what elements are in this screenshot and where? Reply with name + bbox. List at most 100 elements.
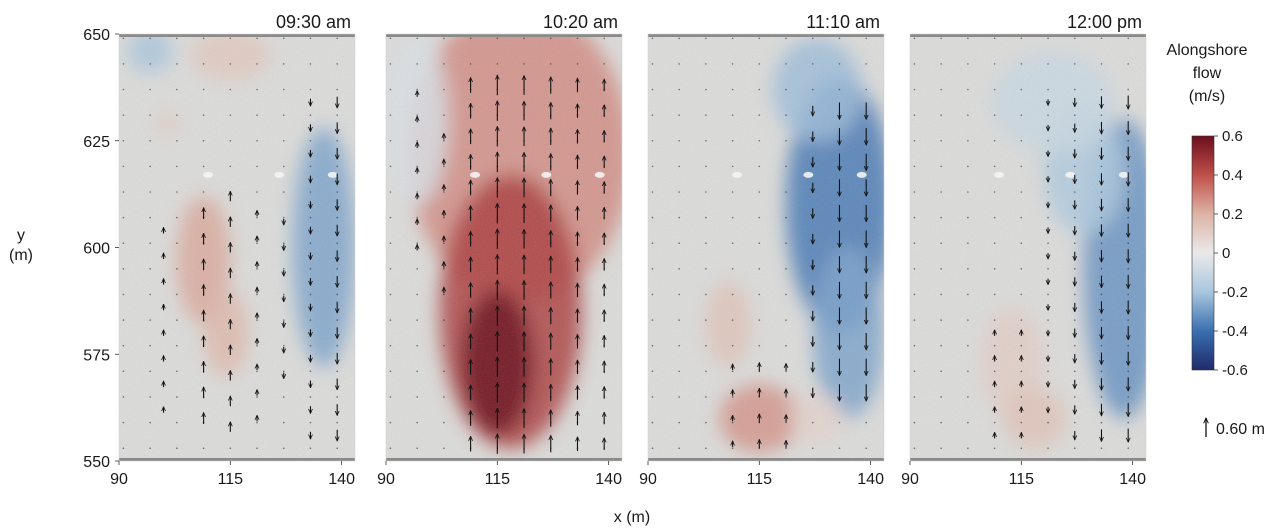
vector-dot [416, 344, 418, 347]
vector-dot [967, 63, 969, 65]
vector-dot [1127, 344, 1129, 347]
vector-dot [993, 114, 996, 116]
vector-dot [785, 114, 787, 116]
vector-dot [940, 216, 942, 219]
sensor-spot [541, 171, 552, 178]
sensor-spot [1118, 171, 1129, 178]
vector-dot [122, 421, 125, 424]
vector-dot [993, 293, 996, 296]
vector-dot [651, 396, 654, 398]
vector-dot [282, 370, 285, 373]
sensor-spot [203, 171, 214, 178]
panel-4: 12:00 pm 90 115 140 [901, 12, 1147, 488]
vector-dot [149, 114, 151, 116]
vector-dot [282, 63, 285, 65]
vector-dot [416, 268, 418, 270]
vector-dot [758, 242, 761, 245]
vector-dot [282, 421, 285, 424]
vector-dot [336, 396, 338, 398]
vector-dot [785, 370, 787, 373]
vector-dot [309, 319, 312, 321]
vector-dot [1100, 370, 1103, 373]
texture-overlay [910, 34, 1146, 461]
vector-dot [811, 63, 814, 65]
vector-dot [785, 396, 787, 398]
vector-dot [309, 37, 312, 40]
vector-dot [1047, 396, 1049, 398]
vector-dot [651, 165, 654, 168]
vector-dot [913, 191, 916, 193]
vector-dot [416, 370, 418, 373]
vector-dot [731, 63, 734, 65]
vector-dot [1047, 293, 1049, 296]
vector-dot [651, 216, 654, 219]
vector-dot [678, 139, 680, 142]
vector-dot [785, 319, 787, 321]
vector-dot [443, 139, 445, 142]
vector-dot [416, 216, 418, 219]
vector-dot [967, 114, 969, 116]
vector-dot [731, 268, 734, 270]
vector-dot [940, 139, 942, 142]
vector-dot [389, 447, 392, 449]
vector-dot [993, 447, 996, 449]
vector-dot [1020, 165, 1023, 168]
vector-dot [1100, 63, 1103, 65]
vector-dot [282, 293, 285, 296]
vector-dot [122, 216, 125, 219]
vector-dot [443, 37, 445, 40]
vector-dot [1100, 421, 1103, 424]
vector-dot [389, 114, 392, 116]
vector-dot [309, 370, 312, 373]
panel-title: 12:00 pm [1067, 12, 1142, 32]
vector-dot [1100, 216, 1103, 219]
vector-dot [1127, 37, 1129, 40]
vector-dot [1047, 191, 1049, 193]
vector-dot [705, 370, 707, 373]
vector-dot [811, 37, 814, 40]
vector-dot [576, 63, 579, 65]
vector-dot [309, 216, 312, 219]
y-tick-label: 600 [83, 241, 110, 258]
vector-dot [176, 268, 178, 270]
vector-dot [389, 319, 392, 321]
vector-dot [389, 242, 392, 245]
vector-dot [282, 139, 285, 142]
vector-dot [1047, 242, 1049, 245]
vector-dot [336, 344, 338, 347]
vector-dot [256, 216, 258, 219]
vector-dot [202, 88, 205, 91]
vector-dot [443, 165, 445, 168]
vector-dot [149, 370, 151, 373]
vector-dot [176, 344, 178, 347]
vector-dot [940, 242, 942, 245]
panel-title: 10:20 am [543, 12, 618, 32]
vector-dot [1127, 293, 1129, 296]
vector-dot [1100, 396, 1103, 398]
vector-dot [389, 216, 392, 219]
vector-dot [1020, 88, 1023, 91]
vector-dot [1073, 114, 1076, 116]
vector-dot [149, 191, 151, 193]
vector-dot [705, 268, 707, 270]
vector-dot [1127, 63, 1129, 65]
y-axis-label-line2: (m) [9, 247, 33, 264]
vector-dot [229, 63, 232, 65]
vector-dot [309, 88, 312, 91]
vector-dot [1047, 421, 1049, 424]
y-axis-label-line1: y [17, 227, 25, 244]
panel-top-bar [119, 34, 355, 37]
vector-dot [678, 88, 680, 91]
vector-dot [336, 293, 338, 296]
colorbar-ramp [1191, 135, 1215, 371]
vector-dot [967, 191, 969, 193]
vector-dot [256, 293, 258, 296]
vector-dot [811, 88, 814, 91]
vector-dot [416, 293, 418, 296]
vector-dot [443, 242, 445, 245]
vector-dot [993, 37, 996, 40]
vector-dot [336, 242, 338, 245]
vector-dot [176, 370, 178, 373]
vector-dot [256, 37, 258, 40]
colorbar-tick-label: 0.6 [1222, 128, 1243, 145]
